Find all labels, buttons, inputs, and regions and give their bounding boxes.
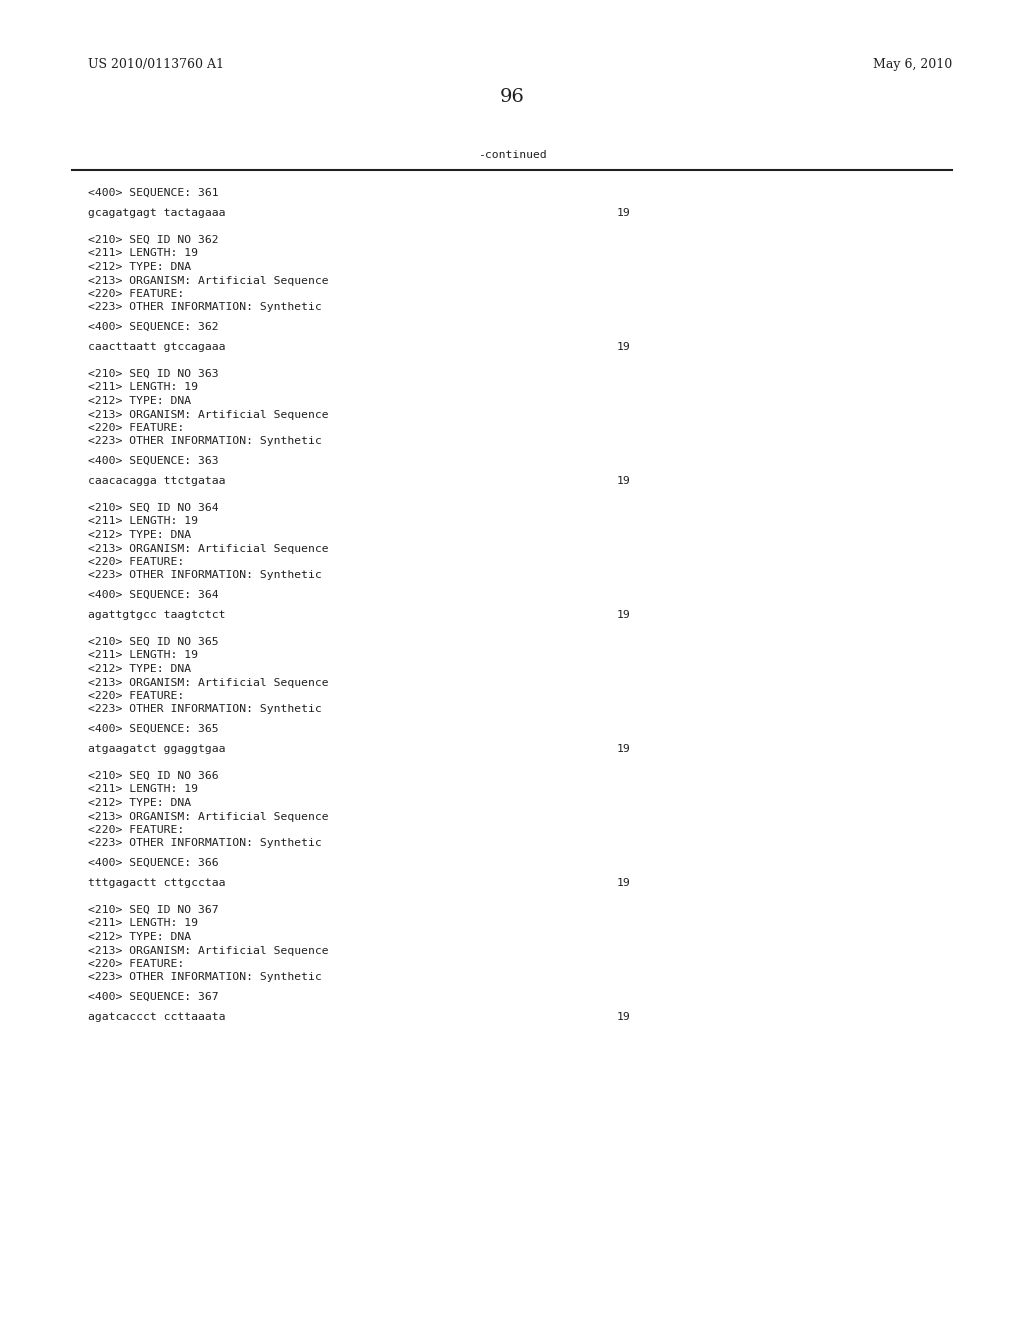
Text: <210> SEQ ID NO 363: <210> SEQ ID NO 363 <box>88 370 219 379</box>
Text: <212> TYPE: DNA: <212> TYPE: DNA <box>88 261 191 272</box>
Text: <223> OTHER INFORMATION: Synthetic: <223> OTHER INFORMATION: Synthetic <box>88 570 322 581</box>
Text: <220> FEATURE:: <220> FEATURE: <box>88 825 184 836</box>
Text: <213> ORGANISM: Artificial Sequence: <213> ORGANISM: Artificial Sequence <box>88 544 329 553</box>
Text: <400> SEQUENCE: 361: <400> SEQUENCE: 361 <box>88 187 219 198</box>
Text: <213> ORGANISM: Artificial Sequence: <213> ORGANISM: Artificial Sequence <box>88 677 329 688</box>
Text: <213> ORGANISM: Artificial Sequence: <213> ORGANISM: Artificial Sequence <box>88 409 329 420</box>
Text: 19: 19 <box>617 878 631 887</box>
Text: <400> SEQUENCE: 362: <400> SEQUENCE: 362 <box>88 322 219 333</box>
Text: caacttaatt gtccagaaa: caacttaatt gtccagaaa <box>88 342 225 351</box>
Text: <211> LENGTH: 19: <211> LENGTH: 19 <box>88 383 198 392</box>
Text: <211> LENGTH: 19: <211> LENGTH: 19 <box>88 919 198 928</box>
Text: <223> OTHER INFORMATION: Synthetic: <223> OTHER INFORMATION: Synthetic <box>88 973 322 982</box>
Text: <211> LENGTH: 19: <211> LENGTH: 19 <box>88 248 198 259</box>
Text: <223> OTHER INFORMATION: Synthetic: <223> OTHER INFORMATION: Synthetic <box>88 838 322 849</box>
Text: <213> ORGANISM: Artificial Sequence: <213> ORGANISM: Artificial Sequence <box>88 812 329 821</box>
Text: 19: 19 <box>617 207 631 218</box>
Text: <400> SEQUENCE: 367: <400> SEQUENCE: 367 <box>88 993 219 1002</box>
Text: <211> LENGTH: 19: <211> LENGTH: 19 <box>88 516 198 527</box>
Text: May 6, 2010: May 6, 2010 <box>872 58 952 71</box>
Text: <223> OTHER INFORMATION: Synthetic: <223> OTHER INFORMATION: Synthetic <box>88 302 322 313</box>
Text: <210> SEQ ID NO 367: <210> SEQ ID NO 367 <box>88 906 219 915</box>
Text: <212> TYPE: DNA: <212> TYPE: DNA <box>88 664 191 675</box>
Text: <220> FEATURE:: <220> FEATURE: <box>88 422 184 433</box>
Text: US 2010/0113760 A1: US 2010/0113760 A1 <box>88 58 224 71</box>
Text: <211> LENGTH: 19: <211> LENGTH: 19 <box>88 784 198 795</box>
Text: <220> FEATURE:: <220> FEATURE: <box>88 960 184 969</box>
Text: <213> ORGANISM: Artificial Sequence: <213> ORGANISM: Artificial Sequence <box>88 945 329 956</box>
Text: <400> SEQUENCE: 364: <400> SEQUENCE: 364 <box>88 590 219 601</box>
Text: <211> LENGTH: 19: <211> LENGTH: 19 <box>88 651 198 660</box>
Text: agatcaccct ccttaaata: agatcaccct ccttaaata <box>88 1011 225 1022</box>
Text: <220> FEATURE:: <220> FEATURE: <box>88 690 184 701</box>
Text: <223> OTHER INFORMATION: Synthetic: <223> OTHER INFORMATION: Synthetic <box>88 437 322 446</box>
Text: <212> TYPE: DNA: <212> TYPE: DNA <box>88 799 191 808</box>
Text: agattgtgcc taagtctct: agattgtgcc taagtctct <box>88 610 225 619</box>
Text: <210> SEQ ID NO 366: <210> SEQ ID NO 366 <box>88 771 219 781</box>
Text: 19: 19 <box>617 743 631 754</box>
Text: tttgagactt cttgcctaa: tttgagactt cttgcctaa <box>88 878 225 887</box>
Text: <210> SEQ ID NO 365: <210> SEQ ID NO 365 <box>88 638 219 647</box>
Text: gcagatgagt tactagaaa: gcagatgagt tactagaaa <box>88 207 225 218</box>
Text: <400> SEQUENCE: 366: <400> SEQUENCE: 366 <box>88 858 219 869</box>
Text: atgaagatct ggaggtgaa: atgaagatct ggaggtgaa <box>88 743 225 754</box>
Text: 96: 96 <box>500 88 524 106</box>
Text: <212> TYPE: DNA: <212> TYPE: DNA <box>88 396 191 407</box>
Text: <223> OTHER INFORMATION: Synthetic: <223> OTHER INFORMATION: Synthetic <box>88 705 322 714</box>
Text: <210> SEQ ID NO 364: <210> SEQ ID NO 364 <box>88 503 219 513</box>
Text: caacacagga ttctgataa: caacacagga ttctgataa <box>88 475 225 486</box>
Text: <400> SEQUENCE: 365: <400> SEQUENCE: 365 <box>88 723 219 734</box>
Text: <400> SEQUENCE: 363: <400> SEQUENCE: 363 <box>88 455 219 466</box>
Text: <220> FEATURE:: <220> FEATURE: <box>88 557 184 568</box>
Text: 19: 19 <box>617 1011 631 1022</box>
Text: <213> ORGANISM: Artificial Sequence: <213> ORGANISM: Artificial Sequence <box>88 276 329 285</box>
Text: -continued: -continued <box>477 150 547 160</box>
Text: <212> TYPE: DNA: <212> TYPE: DNA <box>88 531 191 540</box>
Text: 19: 19 <box>617 610 631 619</box>
Text: <220> FEATURE:: <220> FEATURE: <box>88 289 184 300</box>
Text: 19: 19 <box>617 475 631 486</box>
Text: <212> TYPE: DNA: <212> TYPE: DNA <box>88 932 191 942</box>
Text: 19: 19 <box>617 342 631 351</box>
Text: <210> SEQ ID NO 362: <210> SEQ ID NO 362 <box>88 235 219 246</box>
